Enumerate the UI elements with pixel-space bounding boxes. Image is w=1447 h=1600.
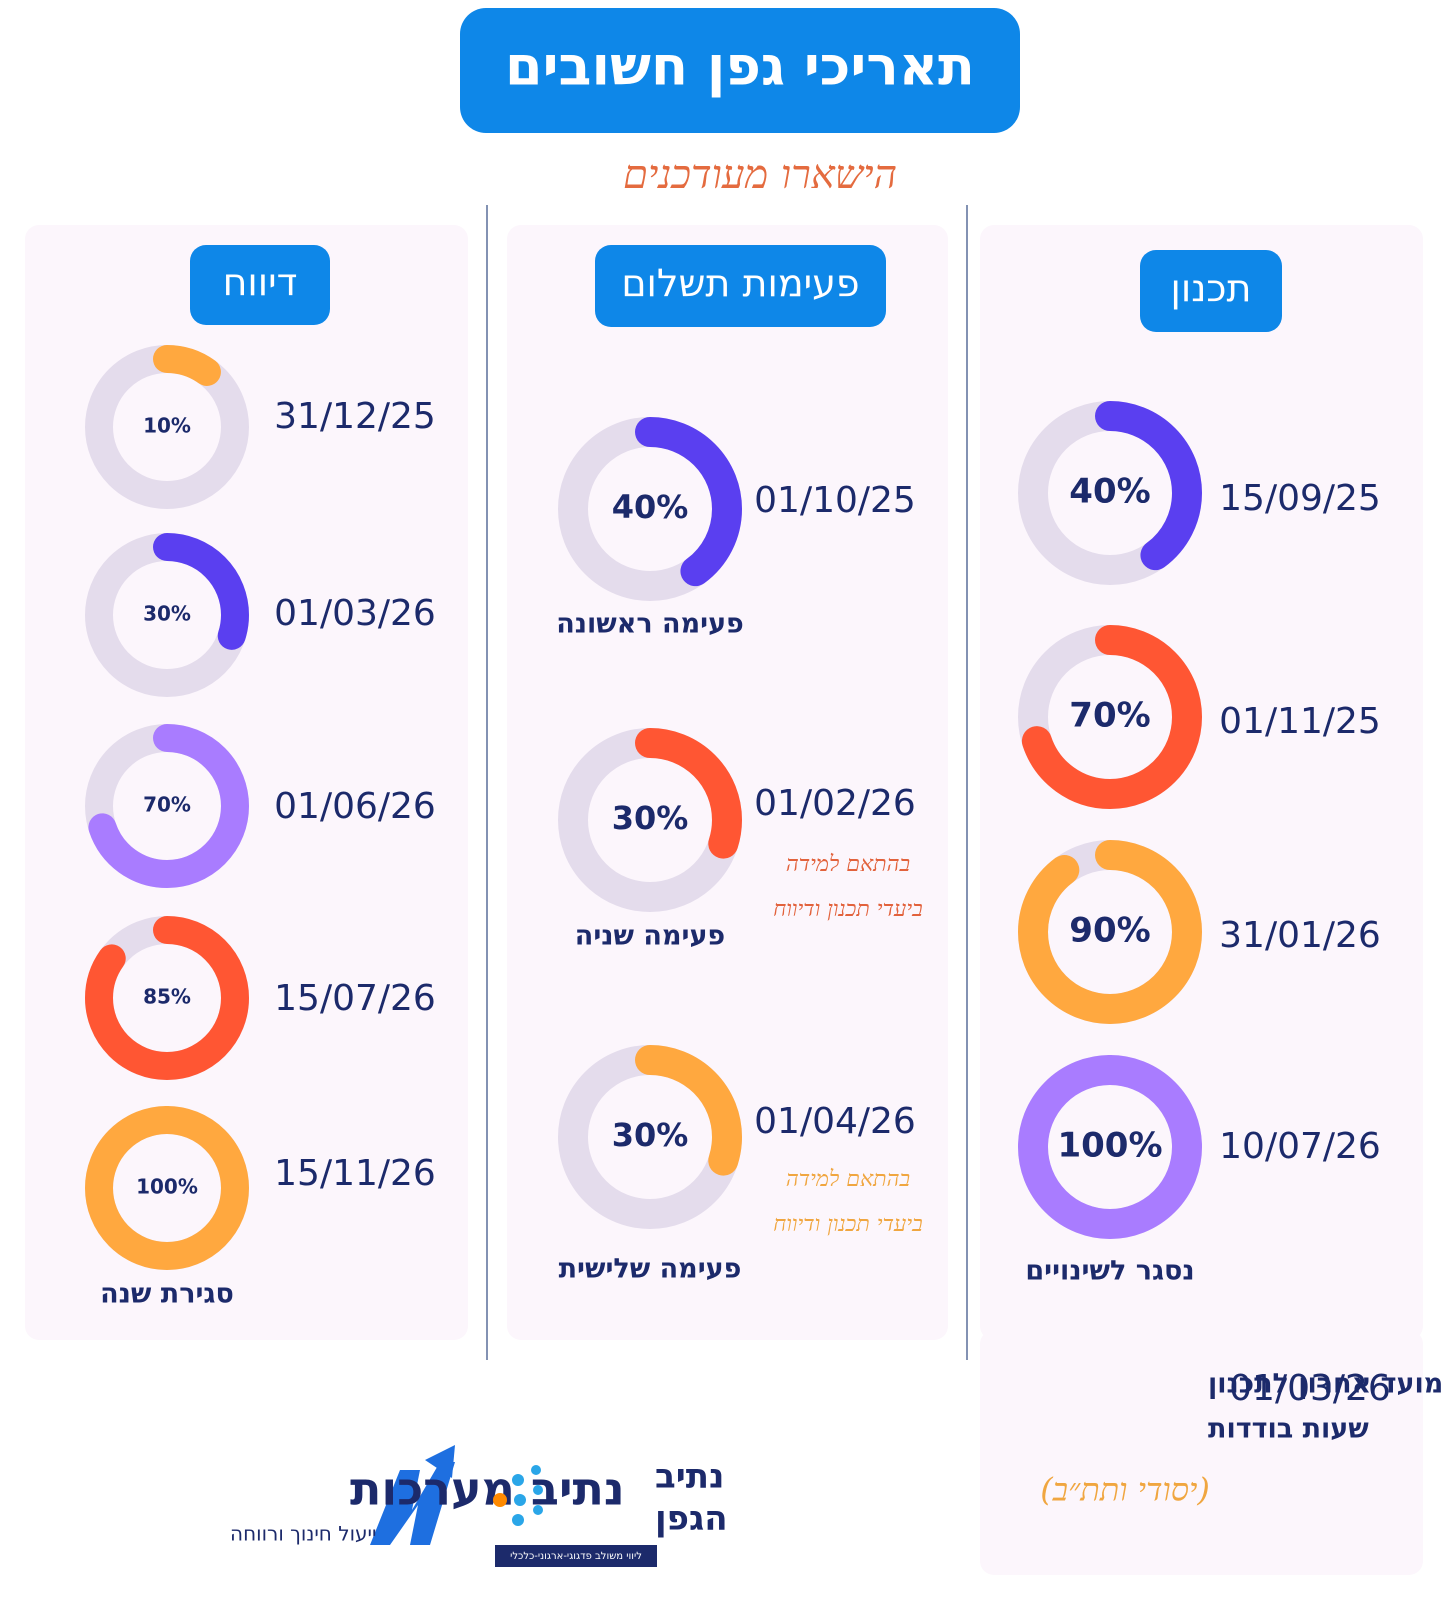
column-header-box xyxy=(190,245,330,325)
donut-label: 30% xyxy=(143,602,191,626)
date: 15/11/26 xyxy=(274,1153,436,1194)
date: 01/03/26 xyxy=(274,593,436,634)
subtitle: הישארו מעודכנים xyxy=(623,152,897,198)
donut-label: 70% xyxy=(1069,696,1150,736)
logo-dot xyxy=(512,1514,524,1526)
donut-label: 100% xyxy=(1057,1126,1162,1166)
donut-arc xyxy=(85,916,249,1080)
column-header: דיווח xyxy=(223,261,298,305)
date: 10/07/26 xyxy=(1219,1126,1381,1167)
logo-dot xyxy=(533,1485,543,1495)
date: 15/07/26 xyxy=(274,978,436,1019)
panel xyxy=(980,1330,1423,1575)
date: 31/01/26 xyxy=(1219,915,1381,956)
logo-top: נתיב xyxy=(655,1457,724,1497)
donut-label: 10% xyxy=(143,414,191,438)
date: 01/02/26 xyxy=(754,783,916,824)
donut-label: 30% xyxy=(612,1116,689,1154)
handwritten-note: ביעדי תכנון ודיווח xyxy=(773,897,923,922)
deadline-note: (יסודי ותת״ב) xyxy=(1040,1471,1210,1509)
logo-band xyxy=(495,1545,657,1567)
logo-name: נתיב מערכות xyxy=(350,1462,625,1516)
deadline-text: מועד אחרון לתכנון xyxy=(1208,1369,1443,1400)
logo-dot xyxy=(531,1465,541,1475)
donut-label: 40% xyxy=(612,488,689,526)
column-header: פעימות תשלום xyxy=(621,262,859,306)
deadline-text: שעות בודדות xyxy=(1208,1414,1369,1445)
donut-label: 30% xyxy=(612,799,689,837)
item-label: פעימה שלישית xyxy=(559,1254,742,1285)
logo-dot xyxy=(512,1474,524,1486)
logo-mark xyxy=(370,1462,455,1545)
logo-tagline: ייעול חינוך ורווחה xyxy=(230,1522,377,1546)
item-label: פעימה שניה xyxy=(575,921,725,952)
donut-arc xyxy=(85,724,249,888)
donut-arc xyxy=(558,417,742,601)
donut-label: 90% xyxy=(1069,911,1150,951)
donut-arc xyxy=(1018,401,1202,585)
logo-bottom: הגפן xyxy=(655,1499,728,1539)
handwritten-note: ביעדי תכנון ודיווח xyxy=(773,1212,923,1237)
logo-dot xyxy=(533,1505,543,1515)
logo-arrow xyxy=(425,1445,455,1478)
donut-arc xyxy=(558,1045,742,1229)
handwritten-note: בהתאם למידה xyxy=(786,852,910,877)
item-label: פעימה ראשונה xyxy=(556,609,744,640)
donut-label: 40% xyxy=(1069,472,1150,512)
logo-tagline: ליווי משולב פדגוגי-ארגוני-כלכלי xyxy=(510,1551,642,1562)
item-label: סגירת שנה xyxy=(100,1279,234,1310)
donut-label: 85% xyxy=(143,985,191,1009)
date: 31/12/25 xyxy=(274,396,436,437)
date: 01/04/26 xyxy=(754,1101,916,1142)
title: תאריכי גפן חשובים xyxy=(505,35,975,98)
date: 01/10/25 xyxy=(754,480,916,521)
date: 15/09/25 xyxy=(1219,478,1381,519)
donut-arc xyxy=(85,533,249,697)
date: 01/11/25 xyxy=(1219,701,1381,742)
donut-arc xyxy=(85,1106,249,1270)
logo-dot xyxy=(514,1494,526,1506)
donut-arc xyxy=(85,345,249,509)
deadline-date: 01/03/26 xyxy=(1229,1368,1391,1409)
donut-arc xyxy=(558,728,742,912)
column-header: תכנון xyxy=(1171,267,1252,311)
column-header-box xyxy=(595,245,886,327)
donut-label: 100% xyxy=(136,1175,198,1199)
donut-arc xyxy=(1018,625,1202,809)
title-box xyxy=(460,8,1020,133)
handwritten-note: בהתאם למידה xyxy=(786,1167,910,1192)
donut-arc xyxy=(1018,840,1202,1024)
column-header-box xyxy=(1140,250,1282,332)
donut-arc xyxy=(1018,1055,1202,1239)
item-label: נסגר לשינויים xyxy=(1025,1256,1194,1287)
donut-label: 70% xyxy=(143,793,191,817)
logo-dot xyxy=(493,1493,507,1507)
date: 01/06/26 xyxy=(274,786,436,827)
